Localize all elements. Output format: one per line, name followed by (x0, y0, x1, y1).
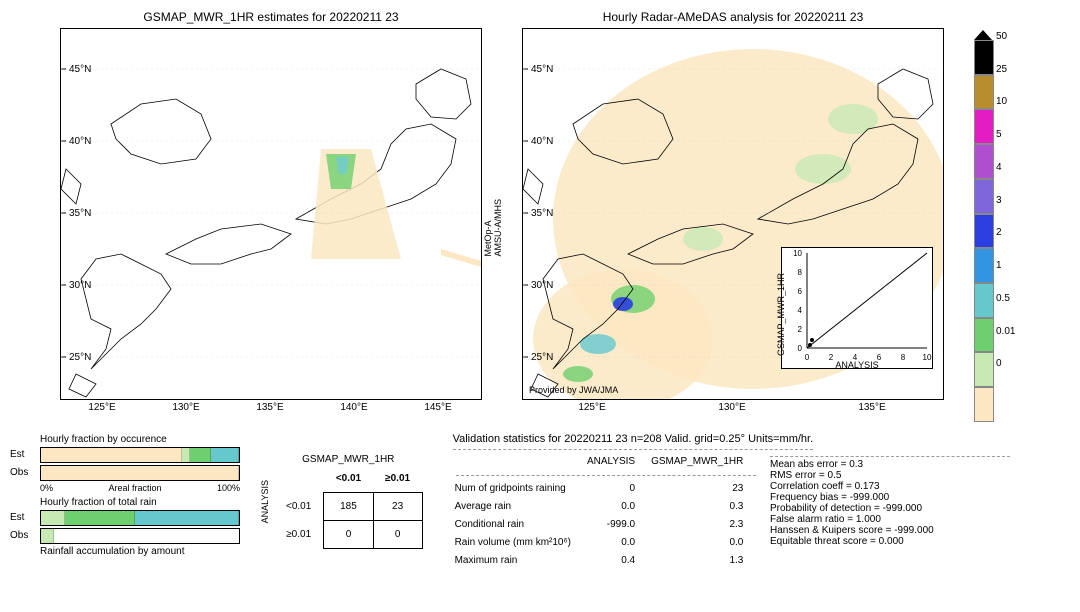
validation-section: Validation statistics for 20220211 23 n=… (453, 432, 814, 571)
svg-text:8: 8 (798, 268, 803, 277)
frac-occ-title: Hourly fraction by occurence (40, 434, 240, 445)
stat-line: Hanssen & Kuipers score = -999.000 (770, 525, 1010, 536)
right-map-title: Hourly Radar-AMeDAS analysis for 2022021… (522, 10, 944, 24)
svg-text:35°N: 35°N (69, 208, 91, 219)
svg-text:35°N: 35°N (531, 208, 553, 219)
colorbar-tick: 0 (996, 358, 1002, 369)
validation-right: Mean abs error = 0.3RMS error = 0.5Corre… (770, 454, 1010, 547)
stat-line: Equitable threat score = 0.000 (770, 536, 1010, 547)
left-map-box: 45°N40°N35°N30°N25°N MetOp-A AMSU-A/MHS (60, 28, 482, 400)
svg-text:30°N: 30°N (531, 280, 553, 291)
right-map-box: 45°N40°N35°N30°N25°N 0246810 0246810 ANA… (522, 28, 944, 400)
top-row: GSMAP_MWR_1HR estimates for 20220211 23 … (10, 10, 1070, 422)
contingency-section: ANALYSIS GSMAP_MWR_1HR <0.01≥0.01<0.0118… (260, 432, 423, 571)
svg-text:0: 0 (798, 344, 803, 353)
ct-row-header: ANALYSIS (260, 480, 270, 523)
axis-left: 0% (40, 483, 53, 493)
left-map-panel: GSMAP_MWR_1HR estimates for 20220211 23 … (60, 10, 482, 422)
inset-xlabel: ANALYSIS (782, 360, 932, 370)
occ-est-bar (40, 447, 240, 463)
svg-text:6: 6 (798, 287, 803, 296)
svg-text:25°N: 25°N (531, 352, 553, 363)
axis-center: Areal fraction (108, 483, 161, 493)
frac-footer: Rainfall accumulation by amount (40, 546, 240, 557)
colorbar: 502510543210.50.010 (974, 30, 994, 422)
bottom-row: Hourly fraction by occurence Est Obs 0% … (10, 432, 1070, 571)
tot-obs-bar (40, 528, 240, 544)
provider-label: Provided by JWA/JMA (529, 385, 618, 395)
right-map-panel: Hourly Radar-AMeDAS analysis for 2022021… (522, 10, 944, 422)
colorbar-tick: 5 (996, 129, 1002, 140)
ct-col-header: GSMAP_MWR_1HR (274, 454, 423, 465)
colorbar-tick: 10 (996, 96, 1007, 107)
left-map-title: GSMAP_MWR_1HR estimates for 20220211 23 (60, 10, 482, 24)
inset-scatter: 0246810 0246810 ANALYSIS GSMAP_MWR_1HR (781, 247, 933, 369)
contingency-table: <0.01≥0.01<0.0118523≥0.0100 (274, 465, 423, 549)
stat-line: RMS error = 0.5 (770, 470, 1010, 481)
axis-right: 100% (217, 483, 240, 493)
est-label: Est (10, 449, 40, 460)
svg-text:25°N: 25°N (69, 352, 91, 363)
colorbar-tick: 1 (996, 260, 1002, 271)
fraction-bars: Hourly fraction by occurence Est Obs 0% … (10, 432, 240, 571)
tot-est-bar (40, 510, 240, 526)
occ-obs-bar (40, 465, 240, 481)
validation-title: Validation statistics for 20220211 23 n=… (453, 432, 814, 447)
obs-label: Obs (10, 467, 40, 478)
validation-table: ANALYSISGSMAP_MWR_1HRNum of gridpoints r… (453, 452, 760, 571)
svg-text:40°N: 40°N (531, 136, 553, 147)
stat-line: Frequency bias = -999.000 (770, 492, 1010, 503)
svg-text:45°N: 45°N (531, 64, 553, 75)
svg-text:45°N: 45°N (69, 64, 91, 75)
left-map-svg: 45°N 40°N 35°N 30°N 25°N (61, 29, 481, 399)
svg-text:30°N: 30°N (69, 280, 91, 291)
colorbar-tick: 50 (996, 31, 1007, 42)
colorbar-tick: 4 (996, 162, 1002, 173)
stat-line: Probability of detection = -999.000 (770, 503, 1010, 514)
frac-tot-title: Hourly fraction of total rain (40, 497, 240, 508)
colorbar-tick: 2 (996, 227, 1002, 238)
svg-text:10: 10 (793, 249, 802, 258)
sat-label: MetOp-A AMSU-A/MHS (483, 199, 503, 257)
svg-text:2: 2 (798, 325, 803, 334)
inset-ylabel: GSMAP_MWR_1HR (776, 273, 786, 356)
obs-label-2: Obs (10, 530, 40, 541)
stat-line: False alarm ratio = 1.000 (770, 514, 1010, 525)
colorbar-tick: 0.01 (996, 326, 1015, 337)
stat-line: Mean abs error = 0.3 (770, 459, 1010, 470)
colorbar-tick: 3 (996, 195, 1002, 206)
stat-line: Correlation coeff = 0.173 (770, 481, 1010, 492)
colorbar-tick: 0.5 (996, 293, 1010, 304)
svg-text:40°N: 40°N (69, 136, 91, 147)
est-label-2: Est (10, 512, 40, 523)
colorbar-tick: 25 (996, 64, 1007, 75)
svg-text:4: 4 (798, 306, 803, 315)
